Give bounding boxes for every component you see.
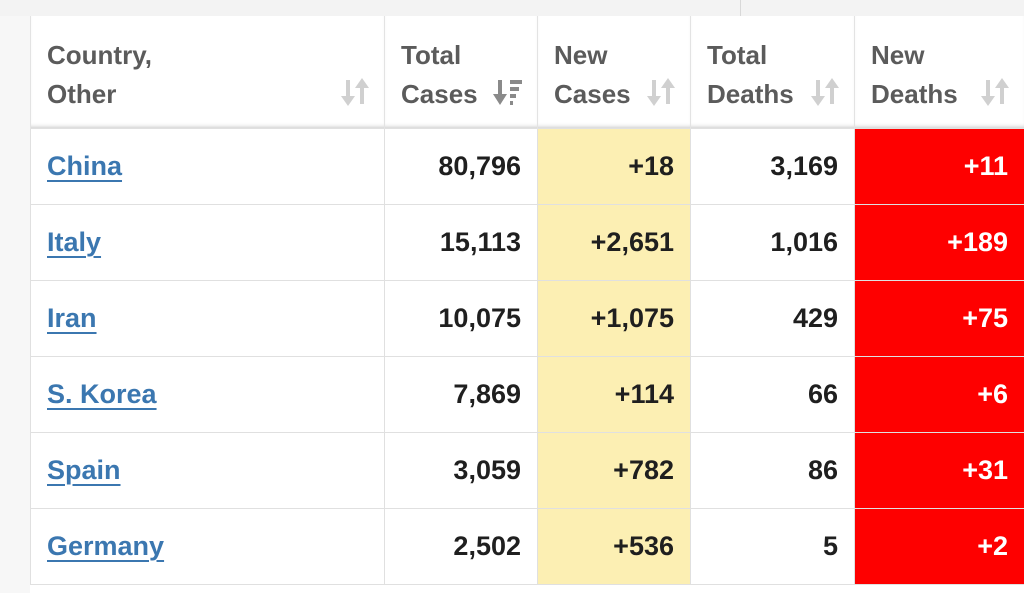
table-row: Italy 15,113 +2,651 1,016 +189	[30, 204, 1024, 281]
new-deaths-cell: +75	[854, 280, 1024, 357]
total-deaths-cell: 429	[742, 280, 855, 357]
table-row: S. Korea 7,869 +114 66 +6	[30, 356, 1024, 433]
header-row: Country, Other Total Cases	[30, 16, 1024, 129]
sort-neutral-icon[interactable]	[810, 76, 840, 108]
total-deaths-cell: 86	[742, 432, 855, 509]
header-total-deaths-label: Total Deaths	[707, 40, 794, 109]
sort-neutral-icon[interactable]	[980, 76, 1010, 108]
spacer-cell	[690, 508, 743, 585]
cases-table-container: Country, Other Total Cases	[30, 16, 1024, 593]
country-link[interactable]: China	[47, 151, 123, 181]
country-cell: China	[30, 128, 385, 205]
spacer-cell	[690, 204, 743, 281]
new-deaths-cell: +31	[854, 432, 1024, 509]
column-divider-mark	[740, 0, 741, 16]
new-cases-cell: +1,075	[537, 280, 691, 357]
header-new-cases-label: New Cases	[554, 40, 631, 109]
total-cases-cell: 15,113	[384, 204, 538, 281]
spacer-cell	[690, 128, 743, 205]
top-band	[0, 0, 1024, 16]
sort-descending-icon[interactable]	[493, 76, 523, 108]
header-country[interactable]: Country, Other	[30, 16, 385, 129]
header-new-deaths-label: New Deaths	[871, 40, 958, 109]
table-row: Germany 2,502 +536 5 +2	[30, 508, 1024, 585]
header-new-deaths[interactable]: New Deaths	[854, 16, 1024, 129]
country-cell: Germany	[30, 508, 385, 585]
total-cases-cell: 10,075	[384, 280, 538, 357]
new-deaths-cell: +11	[854, 128, 1024, 205]
sort-neutral-icon[interactable]	[340, 76, 370, 108]
country-cell: Italy	[30, 204, 385, 281]
total-deaths-cell: 5	[742, 508, 855, 585]
total-cases-cell: 2,502	[384, 508, 538, 585]
total-cases-cell: 7,869	[384, 356, 538, 433]
table-row: Spain 3,059 +782 86 +31	[30, 432, 1024, 509]
spacer-cell	[690, 432, 743, 509]
header-country-label: Country, Other	[47, 40, 152, 109]
new-cases-cell: +2,651	[537, 204, 691, 281]
country-cell: Spain	[30, 432, 385, 509]
country-link[interactable]: Spain	[47, 455, 121, 485]
country-link[interactable]: Italy	[47, 227, 102, 257]
table-row: Iran 10,075 +1,075 429 +75	[30, 280, 1024, 357]
country-link[interactable]: Iran	[47, 303, 97, 333]
total-deaths-cell: 1,016	[742, 204, 855, 281]
new-cases-cell: +782	[537, 432, 691, 509]
total-deaths-cell: 3,169	[742, 128, 855, 205]
total-cases-cell: 80,796	[384, 128, 538, 205]
header-total-deaths[interactable]: Total Deaths	[690, 16, 855, 129]
table-header: Country, Other Total Cases	[30, 16, 1024, 129]
new-deaths-cell: +2	[854, 508, 1024, 585]
total-cases-cell: 3,059	[384, 432, 538, 509]
table-row: China 80,796 +18 3,169 +11	[30, 128, 1024, 205]
spacer-cell	[690, 356, 743, 433]
cases-table: Country, Other Total Cases	[30, 16, 1024, 585]
country-link[interactable]: Germany	[47, 531, 165, 561]
header-new-cases[interactable]: New Cases	[537, 16, 691, 129]
new-deaths-cell: +189	[854, 204, 1024, 281]
new-cases-cell: +536	[537, 508, 691, 585]
country-cell: S. Korea	[30, 356, 385, 433]
new-cases-cell: +114	[537, 356, 691, 433]
new-deaths-cell: +6	[854, 356, 1024, 433]
new-cases-cell: +18	[537, 128, 691, 205]
sort-neutral-icon[interactable]	[646, 76, 676, 108]
country-link[interactable]: S. Korea	[47, 379, 157, 409]
header-total-cases-label: Total Cases	[401, 40, 478, 109]
total-deaths-cell: 66	[742, 356, 855, 433]
spacer-cell	[690, 280, 743, 357]
table-body: China 80,796 +18 3,169 +11 Italy 15,113 …	[30, 128, 1024, 585]
header-total-cases[interactable]: Total Cases	[384, 16, 538, 129]
country-cell: Iran	[30, 280, 385, 357]
